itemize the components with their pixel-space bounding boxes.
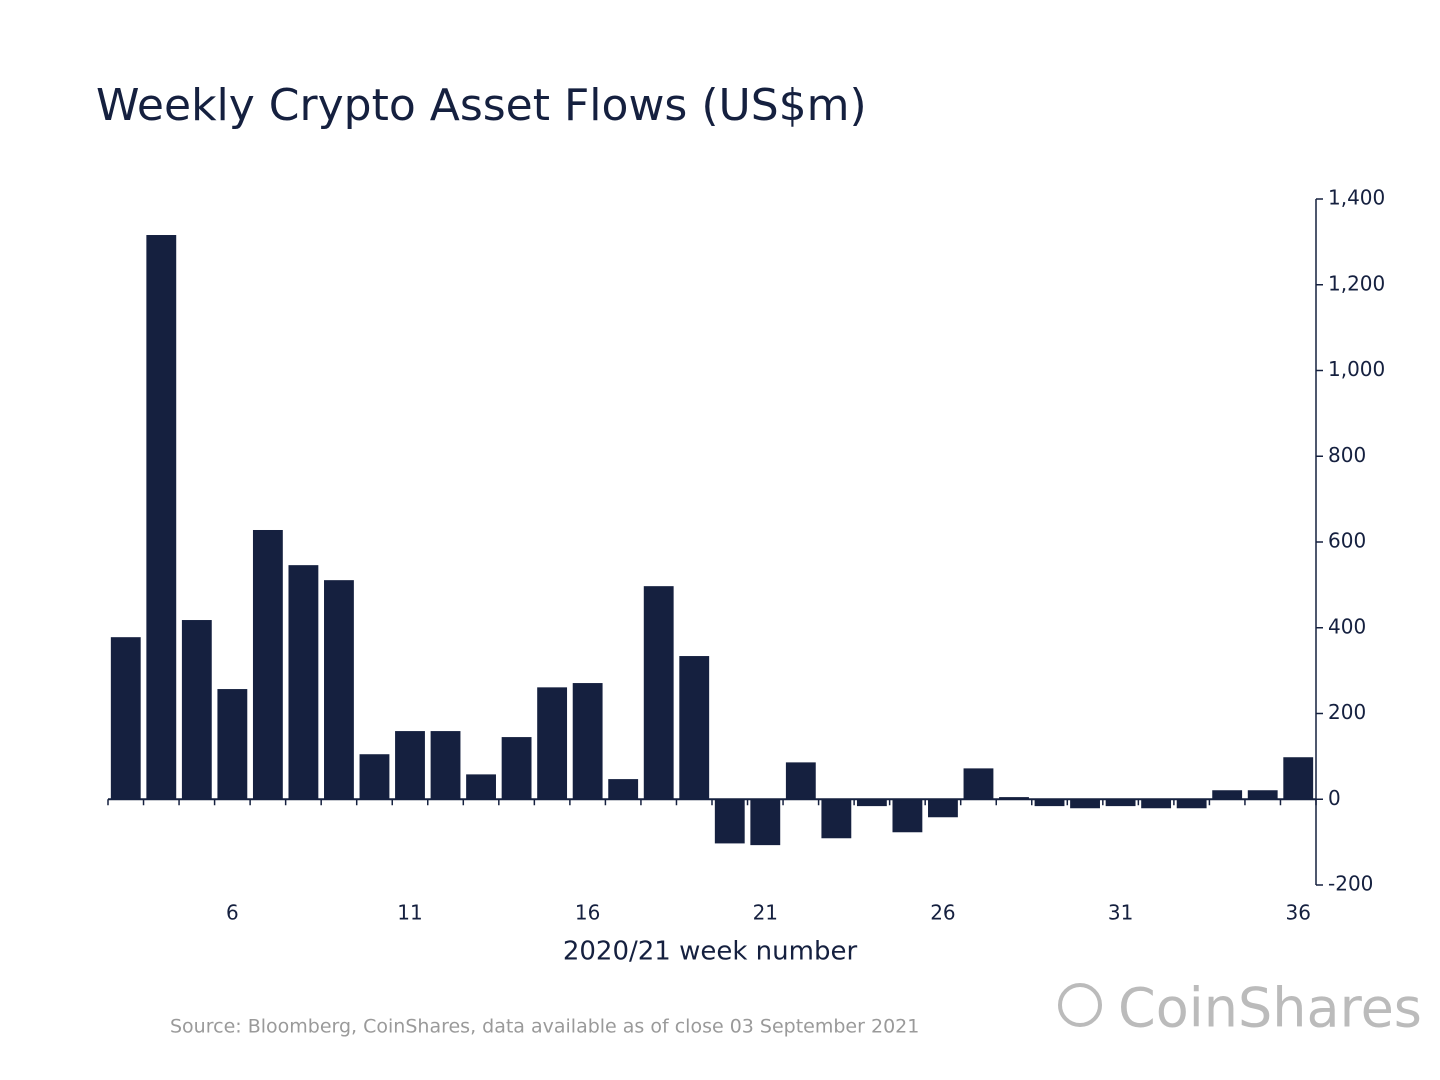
bar	[288, 565, 319, 800]
bar	[501, 737, 532, 800]
logo-icon	[1058, 983, 1102, 1027]
x-tick-label: 21	[753, 901, 778, 925]
bar	[892, 799, 923, 833]
bar	[1283, 757, 1314, 800]
bar	[856, 799, 887, 807]
bar	[146, 235, 177, 800]
bar	[679, 656, 710, 800]
brand-logo: CoinShares	[1058, 977, 1422, 1040]
x-tick-label: 26	[930, 901, 955, 925]
x-tick-label: 11	[397, 901, 422, 925]
bar	[608, 779, 639, 800]
y-tick-label: -200	[1328, 872, 1373, 896]
bar	[324, 580, 354, 800]
bar	[963, 768, 994, 800]
bar	[1176, 799, 1207, 809]
x-tick-label: 6	[226, 901, 239, 925]
bar	[999, 797, 1029, 800]
y-tick-label: 200	[1328, 700, 1366, 724]
y-tick-label: 800	[1328, 443, 1366, 467]
y-tick-label: 1,000	[1328, 357, 1385, 381]
bar	[643, 586, 674, 800]
bar	[821, 799, 852, 839]
y-tick-label: 0	[1328, 786, 1341, 810]
bar	[1212, 790, 1243, 800]
bar	[1034, 799, 1065, 807]
bar	[359, 754, 390, 800]
x-tick-label: 36	[1286, 901, 1311, 925]
bar	[714, 799, 745, 844]
bar	[785, 762, 816, 800]
bar	[1247, 790, 1278, 800]
y-tick-label: 600	[1328, 529, 1366, 553]
logo-text: CoinShares	[1118, 977, 1422, 1040]
x-tick-label: 31	[1108, 901, 1133, 925]
chart-title: Weekly Crypto Asset Flows (US$m)	[96, 80, 867, 131]
bar	[750, 799, 781, 846]
bar	[181, 620, 212, 800]
bar	[430, 731, 461, 800]
bar	[217, 689, 248, 800]
y-tick-label: 1,400	[1328, 186, 1385, 210]
y-tick-label: 1,200	[1328, 271, 1385, 295]
bar	[537, 687, 568, 800]
bar	[928, 799, 958, 818]
bar	[395, 731, 425, 800]
bar	[572, 683, 603, 800]
bar	[1070, 799, 1100, 809]
source-note: Source: Bloomberg, CoinShares, data avai…	[170, 1016, 919, 1038]
x-axis-label: 2020/21 week number	[563, 937, 858, 967]
bar	[110, 637, 141, 800]
x-tick-label: 16	[575, 901, 600, 925]
bar	[1105, 799, 1136, 807]
bar	[466, 774, 496, 800]
bar	[252, 529, 283, 800]
y-tick-label: 400	[1328, 614, 1366, 638]
bar	[1141, 799, 1172, 809]
